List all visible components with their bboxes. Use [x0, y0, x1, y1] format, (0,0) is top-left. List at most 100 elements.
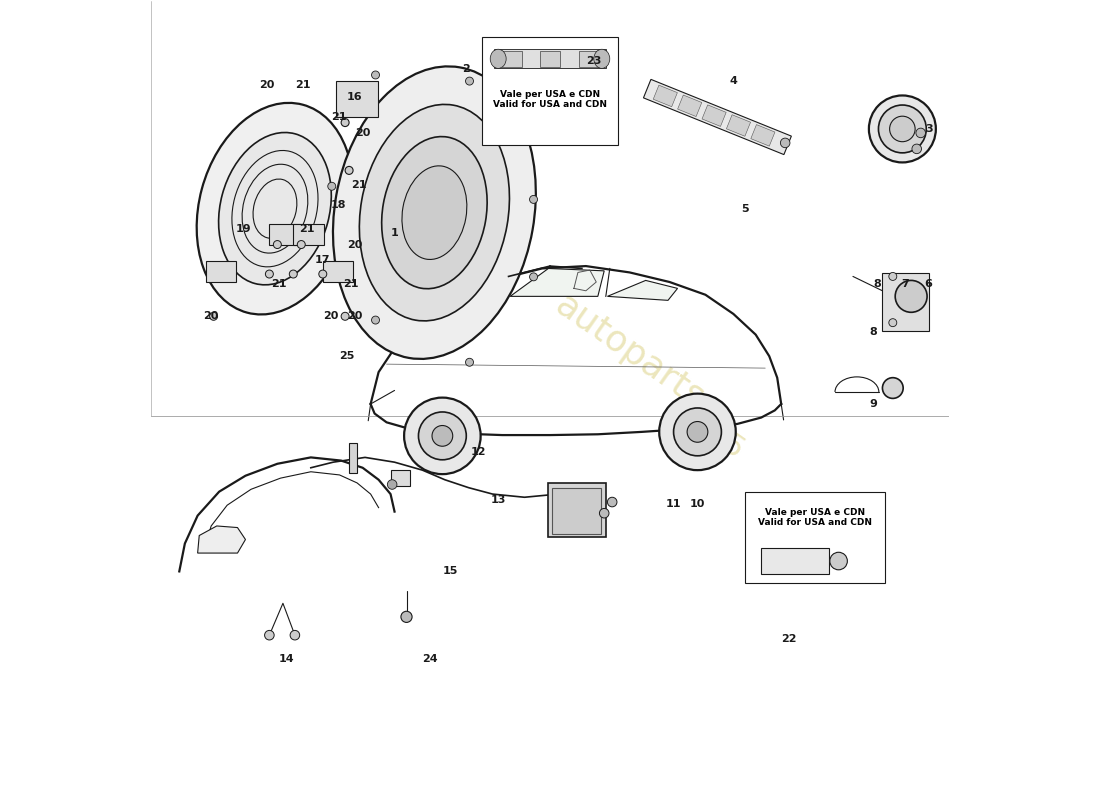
Text: 15: 15 — [442, 566, 458, 577]
Text: 20: 20 — [204, 311, 219, 322]
Text: 5: 5 — [741, 204, 749, 214]
Ellipse shape — [197, 103, 353, 314]
Text: 6: 6 — [925, 279, 933, 290]
Ellipse shape — [297, 241, 306, 249]
Text: 20: 20 — [346, 311, 362, 322]
Ellipse shape — [529, 195, 538, 203]
Ellipse shape — [372, 316, 379, 324]
Ellipse shape — [829, 552, 847, 570]
Ellipse shape — [290, 630, 299, 640]
Text: 21: 21 — [343, 279, 359, 290]
Ellipse shape — [289, 270, 297, 278]
Ellipse shape — [594, 50, 609, 68]
Ellipse shape — [916, 128, 925, 138]
Ellipse shape — [465, 77, 473, 85]
Ellipse shape — [659, 394, 736, 470]
Text: 25: 25 — [339, 351, 354, 361]
Ellipse shape — [432, 426, 453, 446]
Bar — [551, 488, 601, 534]
Text: 1985: 1985 — [669, 398, 749, 466]
Ellipse shape — [360, 105, 509, 321]
Ellipse shape — [345, 166, 353, 174]
Bar — [746, 492, 884, 583]
Ellipse shape — [889, 318, 896, 326]
Bar — [882, 274, 928, 330]
Text: 2: 2 — [462, 64, 470, 74]
Polygon shape — [510, 269, 604, 296]
Text: 17: 17 — [315, 255, 330, 266]
Text: 8: 8 — [869, 327, 877, 338]
Ellipse shape — [387, 480, 397, 490]
Bar — [482, 38, 618, 145]
Text: 21: 21 — [299, 223, 315, 234]
Bar — [349, 443, 358, 474]
Ellipse shape — [889, 273, 896, 281]
Bar — [549, 483, 606, 537]
Ellipse shape — [265, 630, 274, 640]
Ellipse shape — [341, 118, 349, 126]
Ellipse shape — [890, 116, 915, 142]
Text: 14: 14 — [279, 654, 295, 664]
Ellipse shape — [688, 422, 708, 442]
Text: 9: 9 — [869, 399, 877, 409]
Bar — [270, 224, 299, 245]
Text: Vale per USA e CDN
Valid for USA and CDN: Vale per USA e CDN Valid for USA and CDN — [758, 508, 872, 527]
Ellipse shape — [402, 166, 466, 259]
Ellipse shape — [274, 241, 282, 249]
Ellipse shape — [319, 270, 327, 278]
Ellipse shape — [882, 378, 903, 398]
Ellipse shape — [219, 133, 331, 285]
Text: 1: 1 — [390, 227, 398, 238]
Bar — [337, 81, 377, 117]
Text: 21: 21 — [331, 112, 346, 122]
Ellipse shape — [780, 138, 790, 148]
Bar — [702, 105, 726, 126]
Bar — [579, 51, 598, 66]
Text: 7: 7 — [901, 279, 909, 290]
Text: 13: 13 — [491, 494, 506, 505]
Text: 20: 20 — [323, 311, 339, 322]
Ellipse shape — [465, 358, 473, 366]
Bar — [494, 50, 606, 68]
Bar — [540, 51, 560, 66]
Text: 20: 20 — [346, 239, 362, 250]
Text: 23: 23 — [586, 56, 602, 66]
Text: 24: 24 — [422, 654, 438, 664]
Polygon shape — [607, 281, 678, 300]
Text: 4: 4 — [729, 76, 737, 86]
Text: 21: 21 — [351, 180, 366, 190]
Ellipse shape — [418, 412, 466, 460]
Polygon shape — [198, 526, 245, 553]
Bar — [503, 51, 522, 66]
Text: 11: 11 — [666, 498, 681, 509]
Ellipse shape — [600, 509, 609, 518]
Bar — [678, 95, 702, 117]
Ellipse shape — [879, 105, 926, 153]
Text: 21: 21 — [272, 279, 287, 290]
Text: 22: 22 — [781, 634, 796, 644]
Ellipse shape — [372, 71, 379, 79]
Ellipse shape — [895, 281, 927, 312]
Bar — [322, 262, 353, 282]
Text: 20: 20 — [355, 128, 371, 138]
Text: 12: 12 — [471, 447, 486, 457]
Ellipse shape — [210, 312, 218, 320]
Ellipse shape — [400, 611, 412, 622]
Text: 3: 3 — [925, 124, 933, 134]
Ellipse shape — [404, 398, 481, 474]
Ellipse shape — [529, 273, 538, 281]
Bar — [294, 224, 323, 245]
Ellipse shape — [673, 408, 722, 456]
Ellipse shape — [607, 498, 617, 507]
Text: 19: 19 — [235, 223, 251, 234]
Ellipse shape — [328, 182, 336, 190]
Text: 21: 21 — [295, 80, 310, 90]
Ellipse shape — [265, 270, 274, 278]
Text: 18: 18 — [331, 200, 346, 210]
Ellipse shape — [869, 95, 936, 162]
Bar — [644, 79, 791, 154]
Text: 20: 20 — [260, 80, 275, 90]
Ellipse shape — [341, 312, 349, 320]
Text: Vale per USA e CDN
Valid for USA and CDN: Vale per USA e CDN Valid for USA and CDN — [493, 90, 607, 110]
Ellipse shape — [333, 66, 536, 359]
